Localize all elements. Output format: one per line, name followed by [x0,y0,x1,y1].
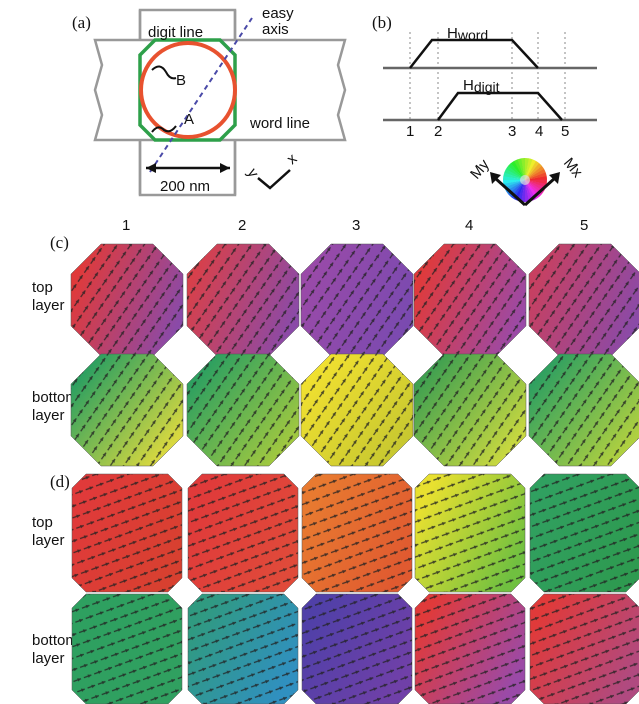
scale-label: 200 nm [160,178,210,195]
time-label: 2 [434,123,442,140]
easy-axis-label: axis [262,21,289,38]
row-label: layer [32,297,65,314]
magnetization-arrows [529,354,639,466]
time-label: 3 [508,123,516,140]
wheel-center [520,175,530,185]
time-label: 5 [561,123,569,140]
column-label: 4 [465,217,473,234]
magnetization-arrows [530,594,639,704]
axes-icon [258,170,290,188]
magnetization-arrows [71,244,183,356]
panel-label: (b) [372,13,392,32]
magnetization-arrows [302,594,412,704]
row-label: top [32,279,53,296]
magnetization-arrows [188,594,298,704]
pulse-label: Hword [447,25,488,43]
magnetization-arrows [415,594,525,704]
magnetization-arrows [187,244,299,356]
row-label: bottom [32,632,78,649]
time-label: 4 [535,123,543,140]
row-label: layer [32,650,65,667]
panel-a: (a) digit line easy axis B A word line 2… [72,5,345,195]
time-label: 1 [406,123,414,140]
column-label: 1 [122,217,130,234]
pulse-label-main: H [463,77,474,94]
column-label: 3 [352,217,360,234]
column-label: 2 [238,217,246,234]
panel-label: (d) [50,472,70,491]
point-label: A [184,111,194,128]
pulse-label-sub: digit [474,79,500,95]
row-label: top [32,514,53,531]
row-label: layer [32,407,65,424]
magnetization-arrows [301,244,413,356]
pulse-label: Hdigit [463,77,500,95]
magnetization-arrows [302,474,412,592]
magnetization-arrows [187,354,299,466]
word-pulse [410,40,538,68]
magnetization-arrows [414,244,526,356]
magnetization-arrows [415,474,525,592]
point-label: B [176,72,186,89]
column-label: 5 [580,217,588,234]
panel-b: (b) Hword Hdigit 1 2 3 4 5 My Mx [372,13,597,205]
axis-label: My [467,156,493,183]
magnetization-arrows [188,474,298,592]
figure: (a) digit line easy axis B A word line 2… [0,0,639,704]
pulse-label-main: H [447,25,458,42]
word-line-label: word line [249,115,310,132]
axis-label: x [284,150,301,168]
pulse-label-sub: word [457,27,488,43]
magnetization-arrows [72,594,182,704]
color-wheel [503,158,547,202]
digit-pulse [438,93,562,120]
row-label: layer [32,532,65,549]
magnetization-arrows [301,354,413,466]
digit-line-label: digit line [148,24,203,41]
magnetization-arrows [414,354,526,466]
axis-label: Mx [560,155,586,182]
magnetization-arrows [71,354,183,466]
easy-axis-label: easy [262,5,294,22]
magnetization-arrows [529,244,639,356]
magnetization-arrows [530,474,639,592]
magnetization-arrows [72,474,182,592]
panel-label: (a) [72,13,91,32]
panel-label: (c) [50,233,69,252]
